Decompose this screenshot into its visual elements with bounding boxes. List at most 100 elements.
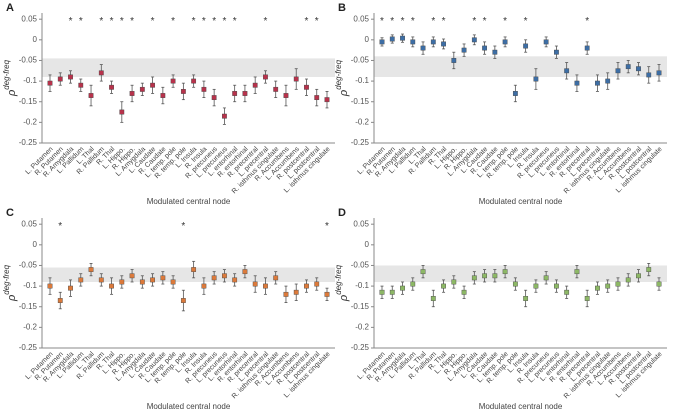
significance-star: * [171, 16, 175, 27]
point [451, 279, 457, 285]
significance-star: * [99, 16, 103, 27]
point [400, 285, 405, 291]
point [543, 275, 549, 281]
y-tick-label: -0.05 [19, 261, 38, 270]
y-tick-label: -0.1 [23, 76, 37, 85]
point [191, 78, 197, 84]
y-axis-label: ρdeg-freq [334, 264, 350, 302]
point [625, 64, 631, 70]
point [574, 269, 580, 275]
y-label-sup: deg-freq [2, 59, 11, 89]
significance-star: * [472, 16, 476, 27]
panel-label: D [338, 207, 346, 219]
point [57, 298, 63, 303]
y-tick-label: -0.25 [19, 343, 38, 352]
significance-star: * [130, 16, 134, 27]
y-label-symbol: ρ [6, 295, 18, 302]
point [293, 76, 299, 82]
panel: C-0.25-0.2-0.15-0.1-0.0500.05ρdeg-freqL.… [2, 207, 335, 411]
point [201, 283, 207, 289]
y-tick-label: 0.05 [353, 219, 369, 228]
point [98, 277, 104, 283]
y-tick-label: -0.15 [19, 302, 38, 311]
point [211, 275, 217, 281]
panel: B-0.25-0.2-0.15-0.1-0.0500.05ρdeg-freq*L… [334, 2, 667, 206]
point [379, 289, 385, 295]
y-axis-label: ρdeg-freq [2, 264, 18, 302]
point [150, 277, 155, 283]
panel-label: A [6, 2, 14, 14]
point [109, 84, 114, 90]
point [150, 82, 155, 88]
point [324, 97, 330, 103]
point [222, 273, 227, 279]
significance-star: * [390, 16, 394, 27]
point [554, 283, 559, 289]
point [471, 275, 477, 281]
y-tick-label: 0.05 [353, 14, 369, 23]
null-band [374, 265, 667, 282]
point [109, 283, 114, 289]
y-tick-label: 0 [33, 35, 38, 44]
significance-star: * [192, 16, 196, 27]
x-axis-label: Modulated central node [147, 402, 231, 411]
y-label-symbol: ρ [338, 90, 350, 97]
significance-star: * [263, 16, 267, 27]
significance-star: * [524, 16, 528, 27]
y-tick-label: -0.25 [351, 343, 370, 352]
null-band [374, 56, 667, 77]
point [68, 74, 73, 80]
significance-star: * [442, 16, 446, 27]
point [314, 281, 320, 287]
point [78, 277, 84, 283]
significance-star: * [503, 16, 507, 27]
significance-star: * [305, 16, 309, 27]
point [471, 37, 477, 43]
point [191, 267, 197, 272]
point [574, 80, 580, 86]
point [595, 285, 600, 291]
point [170, 279, 176, 285]
x-axis-label: Modulated central node [479, 197, 563, 206]
y-tick-label: -0.2 [355, 117, 369, 126]
significance-star: * [110, 16, 114, 27]
point [129, 91, 135, 96]
point [180, 298, 186, 303]
point [252, 82, 258, 88]
panel-label: C [6, 207, 14, 219]
point [242, 91, 248, 96]
point [430, 39, 436, 45]
point [222, 113, 227, 119]
point [232, 91, 238, 96]
point [283, 93, 289, 98]
point [410, 281, 416, 287]
point [636, 66, 641, 72]
point [170, 78, 176, 84]
y-label-symbol: ρ [338, 295, 350, 302]
point [129, 273, 135, 279]
point [201, 86, 207, 92]
y-tick-label: -0.15 [351, 302, 370, 311]
significance-star: * [151, 16, 155, 27]
y-axis-label: ρdeg-freq [334, 59, 350, 97]
point [88, 267, 94, 272]
y-tick-label: -0.15 [19, 97, 38, 106]
y-tick-label: -0.1 [355, 281, 369, 290]
point [656, 281, 662, 287]
panel: D-0.25-0.2-0.15-0.1-0.0500.05ρdeg-freqL.… [334, 207, 667, 411]
point [502, 39, 508, 45]
y-label-sup: deg-freq [334, 59, 343, 89]
y-label-symbol: ρ [6, 90, 18, 97]
point [283, 291, 289, 297]
point [47, 283, 53, 289]
point [615, 68, 621, 74]
y-tick-label: 0 [365, 240, 370, 249]
point [57, 76, 63, 82]
significance-star: * [58, 221, 62, 232]
point [482, 45, 487, 51]
y-tick-label: -0.1 [355, 76, 369, 85]
y-axis-label: ρdeg-freq [2, 59, 18, 97]
point [273, 86, 279, 92]
point [211, 95, 217, 101]
